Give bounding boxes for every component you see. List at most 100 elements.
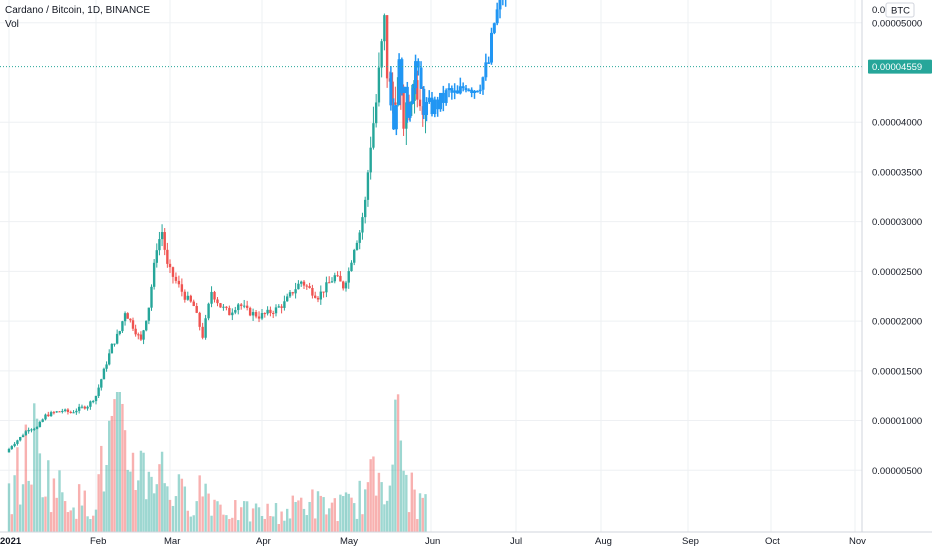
candle-body bbox=[394, 102, 397, 105]
volume-bar bbox=[69, 510, 72, 532]
volume-bar bbox=[102, 491, 106, 532]
current-price-badge bbox=[868, 59, 932, 74]
projection-body bbox=[461, 86, 465, 89]
volume-bar bbox=[363, 489, 367, 532]
chart-title[interactable]: Cardano / Bitcoin, 1D, BINANCE bbox=[5, 5, 151, 16]
volume-bar bbox=[377, 472, 381, 532]
candle-body bbox=[80, 406, 84, 408]
volume-bar bbox=[126, 469, 129, 532]
candle-body bbox=[145, 320, 148, 331]
volume-bar bbox=[83, 490, 86, 532]
candle-layer bbox=[7, 13, 427, 453]
volume-bar bbox=[291, 495, 294, 532]
volume-bar bbox=[174, 496, 178, 532]
volume-bar bbox=[61, 492, 64, 532]
candle-body bbox=[134, 328, 137, 335]
volume-bar bbox=[355, 518, 359, 532]
candle-body bbox=[257, 316, 261, 319]
projection-body bbox=[405, 86, 409, 118]
x-tick-label: Jul bbox=[510, 536, 522, 547]
projection-body bbox=[414, 61, 418, 89]
candle-body bbox=[204, 318, 207, 338]
candle-body bbox=[248, 307, 252, 316]
volume-bar bbox=[192, 515, 195, 532]
projection-body bbox=[436, 99, 440, 110]
candle-body bbox=[266, 309, 269, 314]
volume-bar bbox=[24, 424, 28, 532]
volume-bar bbox=[353, 503, 356, 532]
volume-bar bbox=[97, 474, 100, 532]
y-tick-label: 0.00003500 bbox=[872, 167, 922, 178]
volume-bar bbox=[277, 524, 280, 532]
candle-body bbox=[192, 301, 195, 306]
volume-bar bbox=[131, 452, 135, 532]
volume-bar bbox=[49, 512, 53, 532]
projection-body bbox=[478, 89, 482, 92]
volume-bar bbox=[251, 508, 255, 532]
candle-body bbox=[291, 292, 294, 294]
candle-body bbox=[228, 307, 231, 316]
candle-body bbox=[102, 368, 106, 380]
volume-bar bbox=[63, 501, 67, 532]
candle-body bbox=[201, 326, 204, 338]
candle-body bbox=[35, 426, 39, 429]
volume-bar bbox=[245, 501, 249, 532]
volume-bar bbox=[91, 515, 95, 532]
x-tick-label: May bbox=[340, 536, 358, 547]
candle-body bbox=[322, 291, 325, 293]
volume-bar bbox=[123, 430, 127, 532]
volume-bar bbox=[100, 445, 103, 532]
candle-body bbox=[297, 283, 300, 290]
projection-body bbox=[475, 90, 479, 93]
volume-bar bbox=[336, 521, 339, 532]
candle-body bbox=[418, 99, 422, 107]
candle-body bbox=[355, 242, 359, 250]
candle-body bbox=[52, 412, 56, 414]
volume-bar bbox=[147, 471, 151, 532]
volume-bar bbox=[168, 499, 172, 532]
volume-bar bbox=[38, 453, 42, 532]
candle-body bbox=[347, 271, 350, 283]
projection-body bbox=[441, 92, 445, 103]
x-tick-label: Oct bbox=[765, 536, 780, 547]
volume-bar bbox=[319, 495, 322, 532]
candle-body bbox=[213, 291, 216, 300]
candle-body bbox=[195, 305, 198, 313]
volume-bar bbox=[160, 451, 164, 532]
candle-body bbox=[342, 281, 345, 289]
volume-label[interactable]: Vol bbox=[5, 19, 19, 30]
volume-bar bbox=[210, 515, 213, 532]
candle-body bbox=[13, 443, 16, 447]
volume-bar bbox=[286, 508, 289, 532]
volume-bar bbox=[204, 483, 207, 532]
candle-body bbox=[177, 280, 181, 285]
x-tick-label: Feb bbox=[90, 536, 106, 547]
candle-body bbox=[75, 410, 78, 413]
currency-badge[interactable] bbox=[885, 2, 915, 18]
projection-body bbox=[481, 77, 485, 90]
candle-body bbox=[41, 419, 44, 422]
volume-bar bbox=[33, 403, 36, 532]
candle-body bbox=[33, 428, 36, 430]
candle-body bbox=[166, 249, 169, 264]
projection-body bbox=[450, 88, 454, 93]
candle-body bbox=[222, 306, 225, 308]
candle-body bbox=[115, 333, 119, 344]
volume-bar bbox=[219, 504, 222, 532]
volume-bar bbox=[416, 519, 419, 532]
currency-badge-label: BTC bbox=[891, 6, 910, 17]
candle-body bbox=[283, 301, 286, 308]
candle-body bbox=[219, 303, 222, 308]
projection-body bbox=[487, 62, 491, 64]
x-tick-label: Sep bbox=[682, 536, 699, 547]
volume-bar bbox=[16, 447, 19, 532]
y-tick-label: 0.00004000 bbox=[872, 118, 922, 129]
volume-bar bbox=[10, 514, 14, 532]
volume-bar bbox=[325, 514, 328, 532]
x-tick-label: 2021 bbox=[0, 536, 22, 547]
candle-body bbox=[69, 411, 72, 413]
projection-body bbox=[484, 62, 488, 78]
volume-bar bbox=[344, 492, 348, 532]
